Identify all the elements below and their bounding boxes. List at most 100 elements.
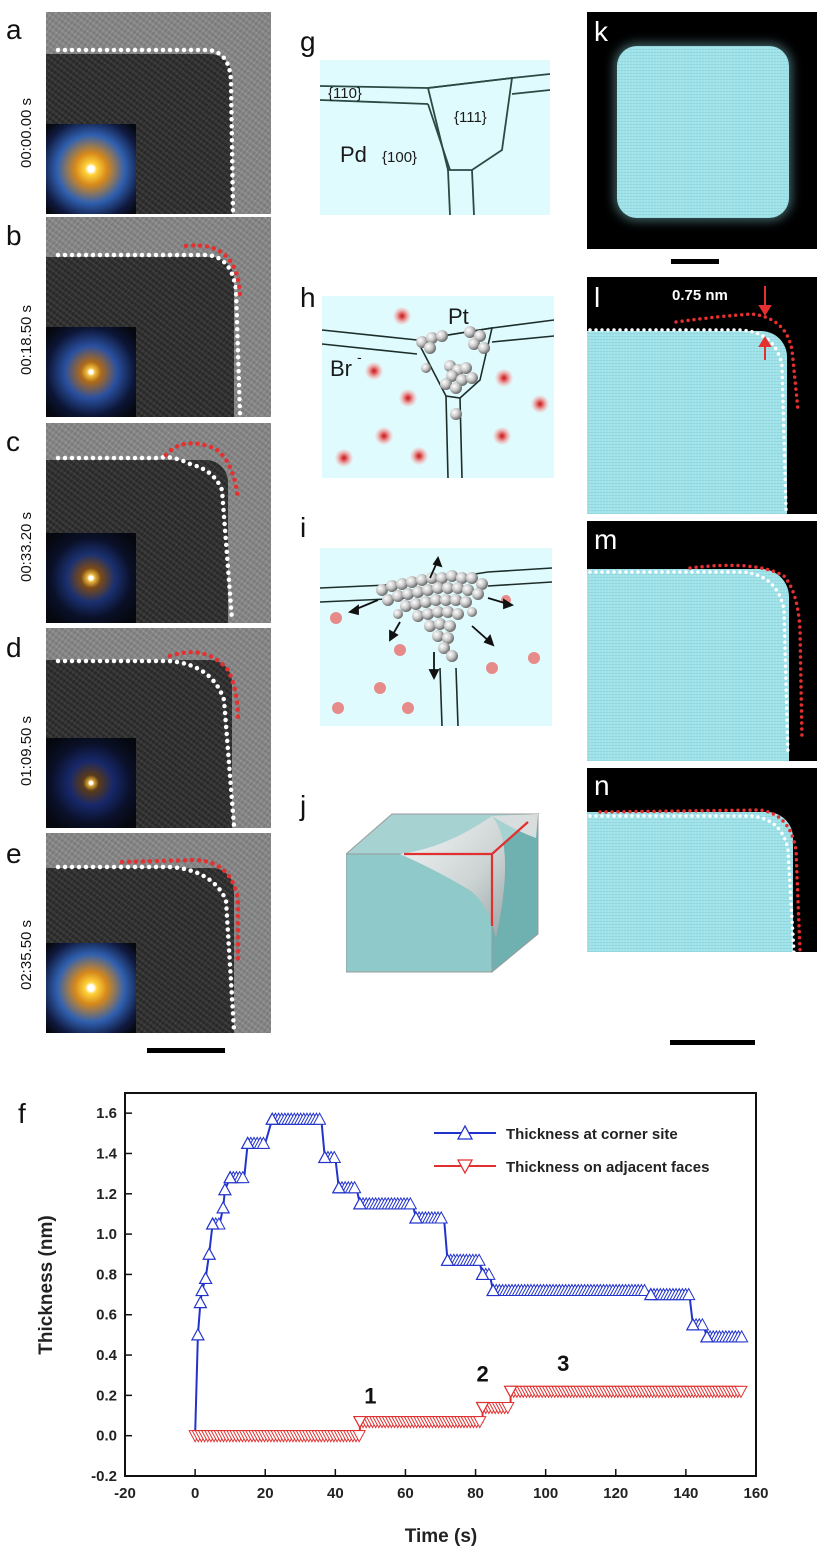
x-tick-label: 120 [603, 1485, 628, 1502]
legend-marker-face [456, 1159, 474, 1175]
stem-boundary-overlay [588, 286, 804, 956]
panel-label-j: j [300, 790, 307, 821]
data-point-corner [317, 1150, 332, 1164]
data-point-corner [198, 1271, 213, 1285]
fft-inset-b [46, 327, 136, 417]
data-point-corner [331, 1180, 346, 1194]
data-point-corner [347, 1180, 362, 1194]
stem-image-l [587, 277, 817, 514]
x-axis-label: Time (s) [405, 1526, 478, 1547]
schematic-h: Pt Br - [322, 296, 554, 478]
stem-image-k [587, 12, 817, 249]
stem-image-n [587, 768, 817, 952]
x-tick-label: 160 [743, 1485, 768, 1502]
y-axis-label: Thickness (nm) [36, 1215, 57, 1354]
panel-label-n: n [594, 770, 610, 801]
data-point-corner [195, 1283, 210, 1297]
data-point-corner [637, 1283, 652, 1297]
data-point-corner [327, 1150, 342, 1164]
panel-label-i: i [300, 512, 307, 543]
x-tick-label: 80 [467, 1485, 484, 1502]
data-point-corner [408, 1210, 423, 1224]
facet-label-111: {111} [454, 109, 487, 126]
legend-marker-corner [456, 1124, 474, 1140]
annotation-thickness: 0.75 nm [672, 287, 728, 304]
y-tick-label: 1.4 [96, 1145, 118, 1162]
plot-frame [124, 1092, 757, 1477]
x-tick-label: 100 [533, 1485, 558, 1502]
y-tick-label: 0.0 [96, 1428, 117, 1445]
x-tick-label: -20 [114, 1485, 136, 1502]
panel-label-m: m [594, 524, 618, 555]
annotation-label: 1 [364, 1383, 376, 1408]
data-point-face [352, 1430, 367, 1443]
data-point-face [352, 1415, 367, 1429]
data-point-corner [190, 1327, 205, 1341]
panel-label-f: f [18, 1098, 26, 1129]
x-tick-label: 20 [257, 1485, 274, 1502]
cube-schematic-j [346, 812, 540, 974]
data-point-corner [202, 1247, 217, 1260]
scale-bar-stem [670, 1040, 755, 1045]
x-tick-label: 60 [397, 1485, 414, 1502]
series-line-face [195, 1390, 742, 1437]
y-tick-label: 1.2 [96, 1186, 117, 1203]
data-point-corner [240, 1136, 255, 1149]
tem-image-c [46, 423, 271, 623]
y-tick-label: -0.2 [91, 1468, 117, 1485]
data-point-corner [217, 1182, 232, 1196]
fft-inset-a [46, 124, 136, 214]
facet-label-100: {100} [382, 149, 417, 166]
label-br-sup: - [357, 349, 362, 365]
panel-label-e: e [6, 838, 22, 869]
y-tick-label: 0.6 [96, 1307, 117, 1324]
scale-bar-k [671, 259, 719, 264]
facet-label-110: {110} [328, 85, 362, 102]
data-point-corner [472, 1253, 486, 1266]
metal-label-pd: Pd [340, 142, 367, 167]
fft-inset-d [46, 738, 136, 828]
data-point-corner [475, 1267, 490, 1281]
schematic-g: {110} {111} Pd {100} [320, 60, 550, 215]
data-point-corner [486, 1283, 501, 1297]
data-point-corner [312, 1112, 327, 1125]
data-point-corner [685, 1317, 700, 1331]
panel-label-h: h [300, 282, 316, 313]
data-point-corner [440, 1253, 455, 1266]
legend: Thickness at corner site Thickness on ad… [434, 1124, 709, 1176]
data-point-corner [403, 1196, 418, 1210]
x-tick-label: 140 [673, 1485, 698, 1502]
y-tick-label: 1.6 [96, 1105, 117, 1122]
data-point-face [472, 1416, 487, 1429]
tem-boundary-overlay [55, 47, 243, 1033]
data-point-corner [734, 1329, 749, 1343]
data-point-corner [643, 1287, 658, 1301]
legend-label-corner: Thickness at corner site [506, 1126, 678, 1143]
data-point-face [503, 1385, 518, 1399]
schematic-i [320, 548, 552, 726]
data-point-corner [265, 1111, 280, 1125]
data-point-corner [352, 1196, 367, 1210]
data-point-face [734, 1385, 748, 1399]
fft-inset-e [46, 943, 136, 1033]
y-tick-label: 0.4 [96, 1347, 118, 1364]
data-point-corner [223, 1170, 238, 1184]
panel-label-k: k [594, 16, 608, 47]
panel-label-l: l [594, 282, 601, 313]
data-point-face [475, 1401, 490, 1415]
tem-image-a [46, 12, 271, 214]
stem-image-m [587, 521, 817, 761]
annotation-label: 2 [476, 1361, 488, 1386]
data-point-face [500, 1401, 515, 1415]
panel-label-g: g [300, 26, 316, 57]
y-tick-label: 1.0 [96, 1226, 117, 1243]
x-tick-label: 40 [327, 1485, 344, 1502]
data-point-corner [695, 1317, 710, 1331]
panel-label-b: b [6, 220, 22, 251]
panel-label-a: a [6, 14, 22, 45]
thickness-chart: -20 0 20 40 60 80 100 120 140 160 -0.2 0.0 0.2 0.4 0.6… [36, 1092, 769, 1547]
label-pt: Pt [448, 304, 469, 329]
data-point-corner [193, 1295, 208, 1309]
data-point-corner [205, 1216, 220, 1230]
panel-label-c: c [6, 426, 20, 457]
